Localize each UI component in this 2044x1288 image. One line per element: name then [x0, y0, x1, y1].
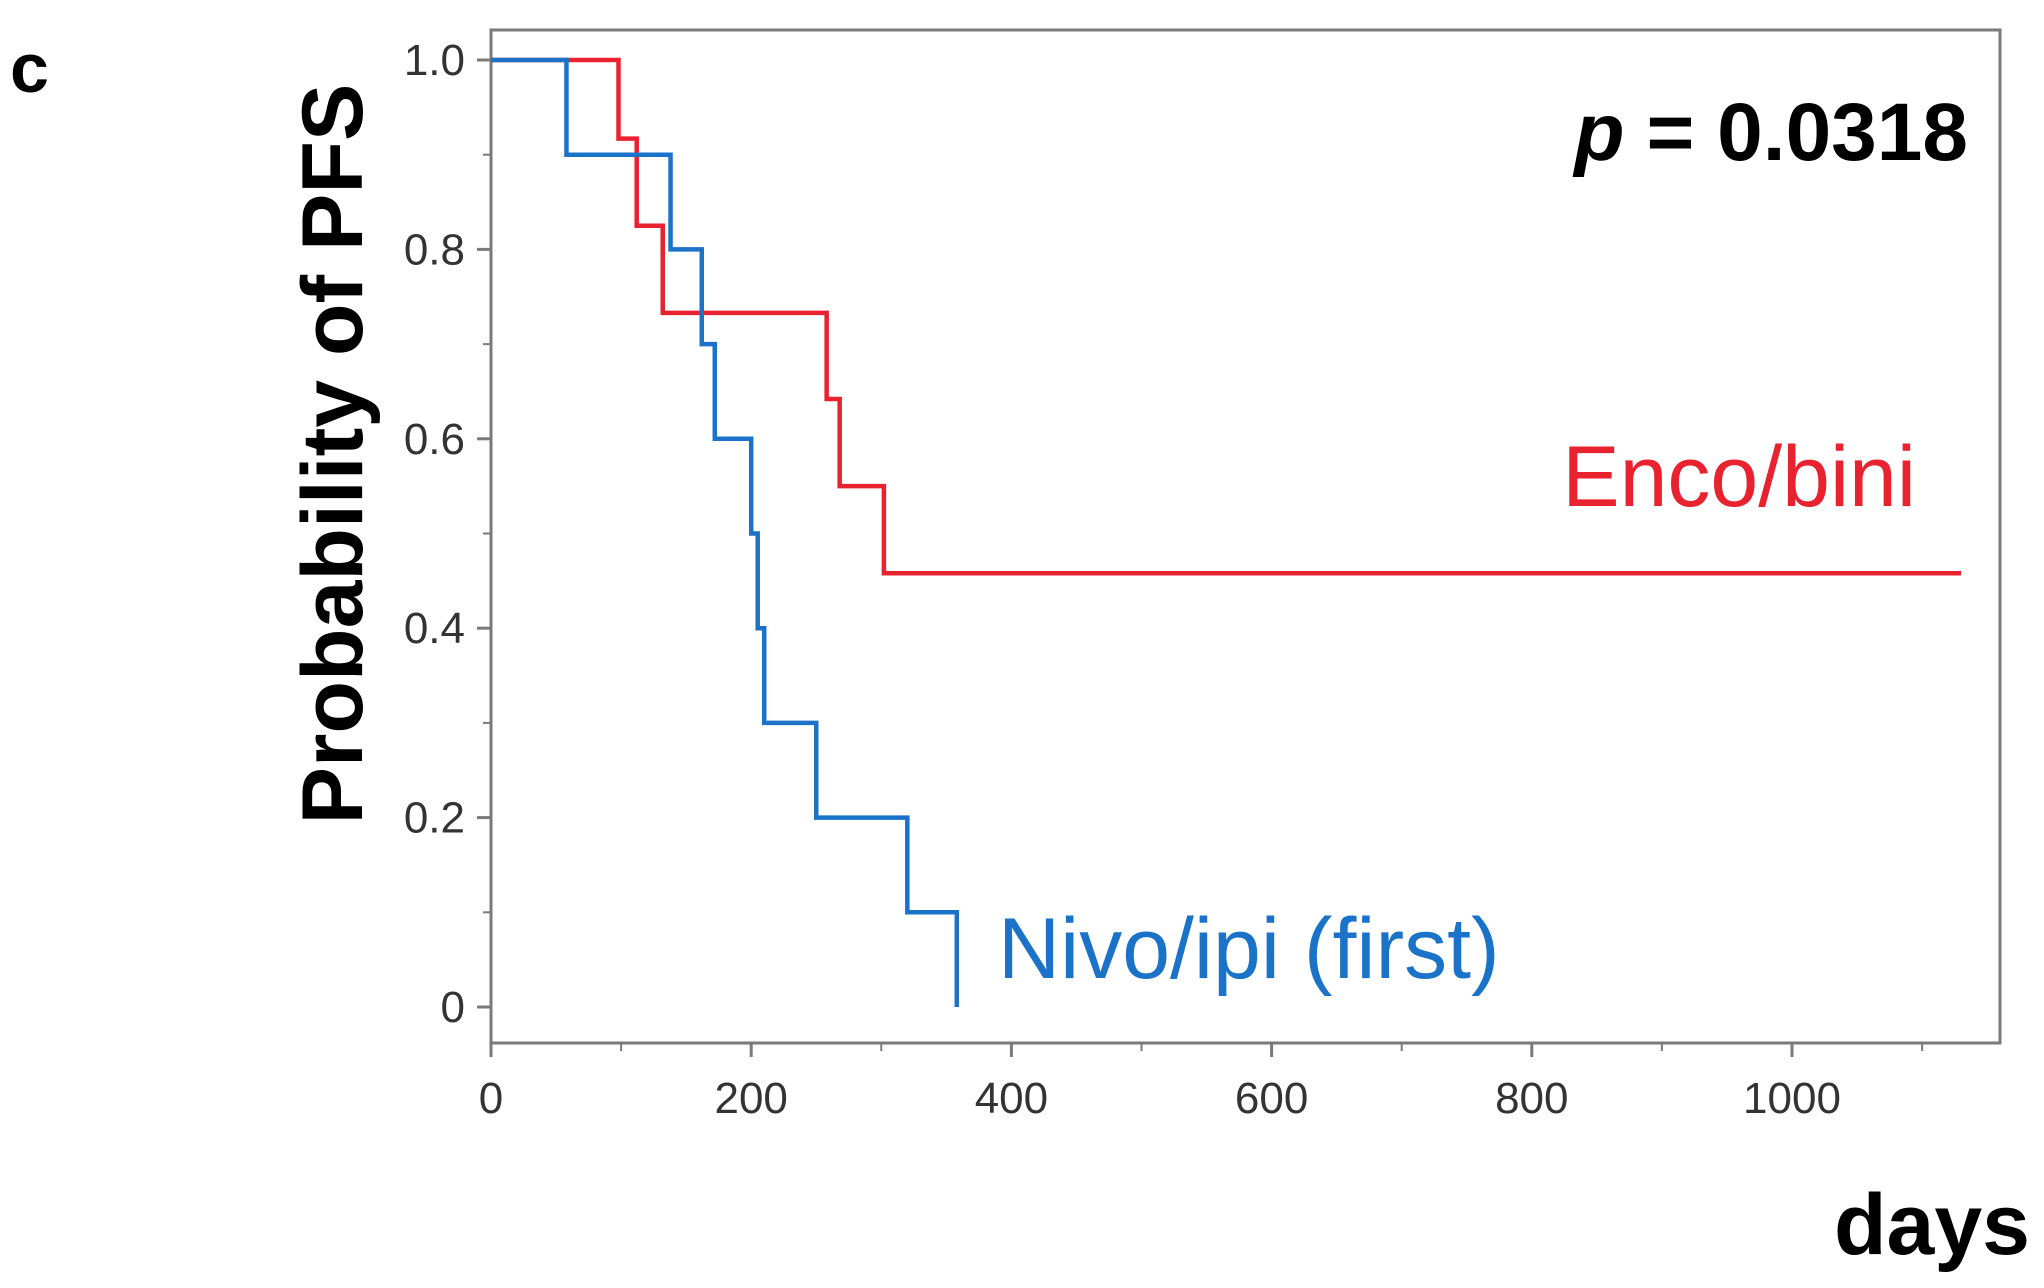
x-tick-label: 800 [1495, 1074, 1568, 1123]
y-axis-label: Probability of PFS [285, 84, 381, 825]
plot-border [489, 28, 2002, 1045]
y-axis: 0 0.2 0.4 0.6 0.8 1.0 [404, 36, 491, 1032]
y-tick-label: 0 [441, 983, 465, 1032]
panel-label: c [10, 29, 49, 107]
series-label-enco-bini: Enco/bini [1562, 429, 1916, 525]
y-tick-label: 0.4 [404, 604, 465, 653]
series-lines [491, 57, 1962, 1007]
y-tick-label: 1.0 [404, 36, 465, 85]
series-line-nivo-ipi [491, 57, 960, 1007]
y-tick-label: 0.2 [404, 794, 465, 843]
y-tick-label: 0.6 [404, 415, 465, 464]
x-tick-label: 600 [1235, 1074, 1308, 1123]
x-tick-label: 400 [975, 1074, 1048, 1123]
x-axis: 0 200 400 600 800 1000 [479, 1043, 1924, 1123]
p-value-annotation: p = 0.0318 [1572, 87, 1968, 178]
x-tick-label: 1000 [1743, 1074, 1841, 1123]
p-symbol: p [1572, 87, 1624, 178]
series-line-enco-bini [491, 57, 1962, 576]
p-value-text: = 0.0318 [1647, 87, 1968, 178]
x-tick-label: 0 [479, 1074, 503, 1123]
x-axis-label: days [1834, 1177, 2030, 1273]
series-label-nivo-ipi: Nivo/ipi (first) [998, 901, 1500, 997]
y-tick-label: 0.8 [404, 225, 465, 274]
plot-frame [489, 28, 2002, 1045]
x-tick-label: 200 [714, 1074, 787, 1123]
